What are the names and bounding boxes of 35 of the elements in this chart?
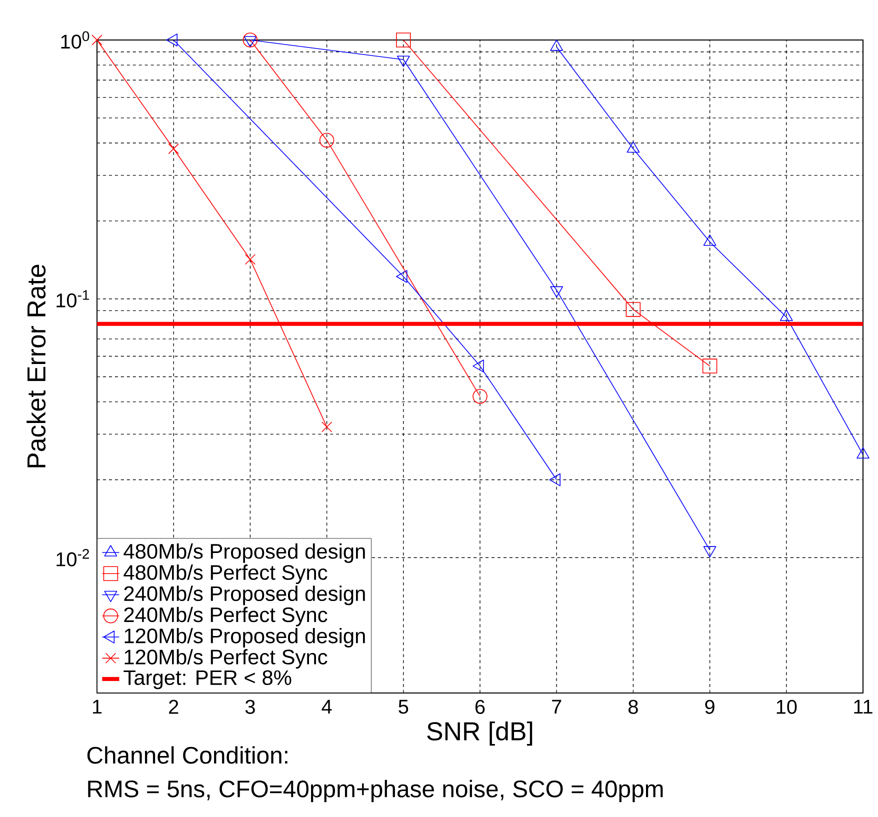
x-tick-label: 5 [398,700,408,714]
text: Channel Condition: [87,746,288,764]
legend-label: 120Mb/s Perfect Sync [124,649,328,669]
legend-label: 240Mb/s Proposed design [124,586,365,606]
point [168,143,179,154]
x-tick-label: 9 [705,700,714,714]
legend-label: 480Mb/s Proposed design [124,543,365,563]
x-tick-label: 2 [169,700,178,714]
point [92,34,102,46]
point [626,302,641,317]
x-tick-label: 11 [854,700,872,714]
point [321,422,332,432]
legend-label: 480Mb/s Perfect Sync [124,564,328,584]
x-tick-label: 3 [245,700,255,714]
y-axis-title: Packet Error Rate [26,264,46,468]
x-tick-label: 8 [628,700,638,714]
x-tick-label: 4 [322,700,332,714]
y-tick-label: 10$^{-2}$ [56,548,89,566]
legend-label: 120Mb/s Proposed design [124,628,365,648]
point [244,254,256,265]
y-tick-label: 10$^{-1}$ [56,290,89,308]
y-tick-label: 10$^{0}$ [61,31,90,49]
x-axis-title: SNR [dB] [427,721,532,746]
text: RMS = 5ns, CFO=40ppm+phase noise, SCO = 40ppm [88,780,663,802]
x-tick-label: 1 [92,700,102,714]
point [242,32,258,48]
point [319,132,334,148]
x-tick-label: 6 [475,700,485,714]
x-tick-label: 10 [776,700,797,714]
point [702,358,718,374]
legend-label: 240Mb/s Perfect Sync [124,606,328,626]
legend-label: Target: PER < 8% [124,670,292,690]
x-tick-label: 7 [552,700,562,714]
point [472,388,488,404]
point [396,32,411,48]
